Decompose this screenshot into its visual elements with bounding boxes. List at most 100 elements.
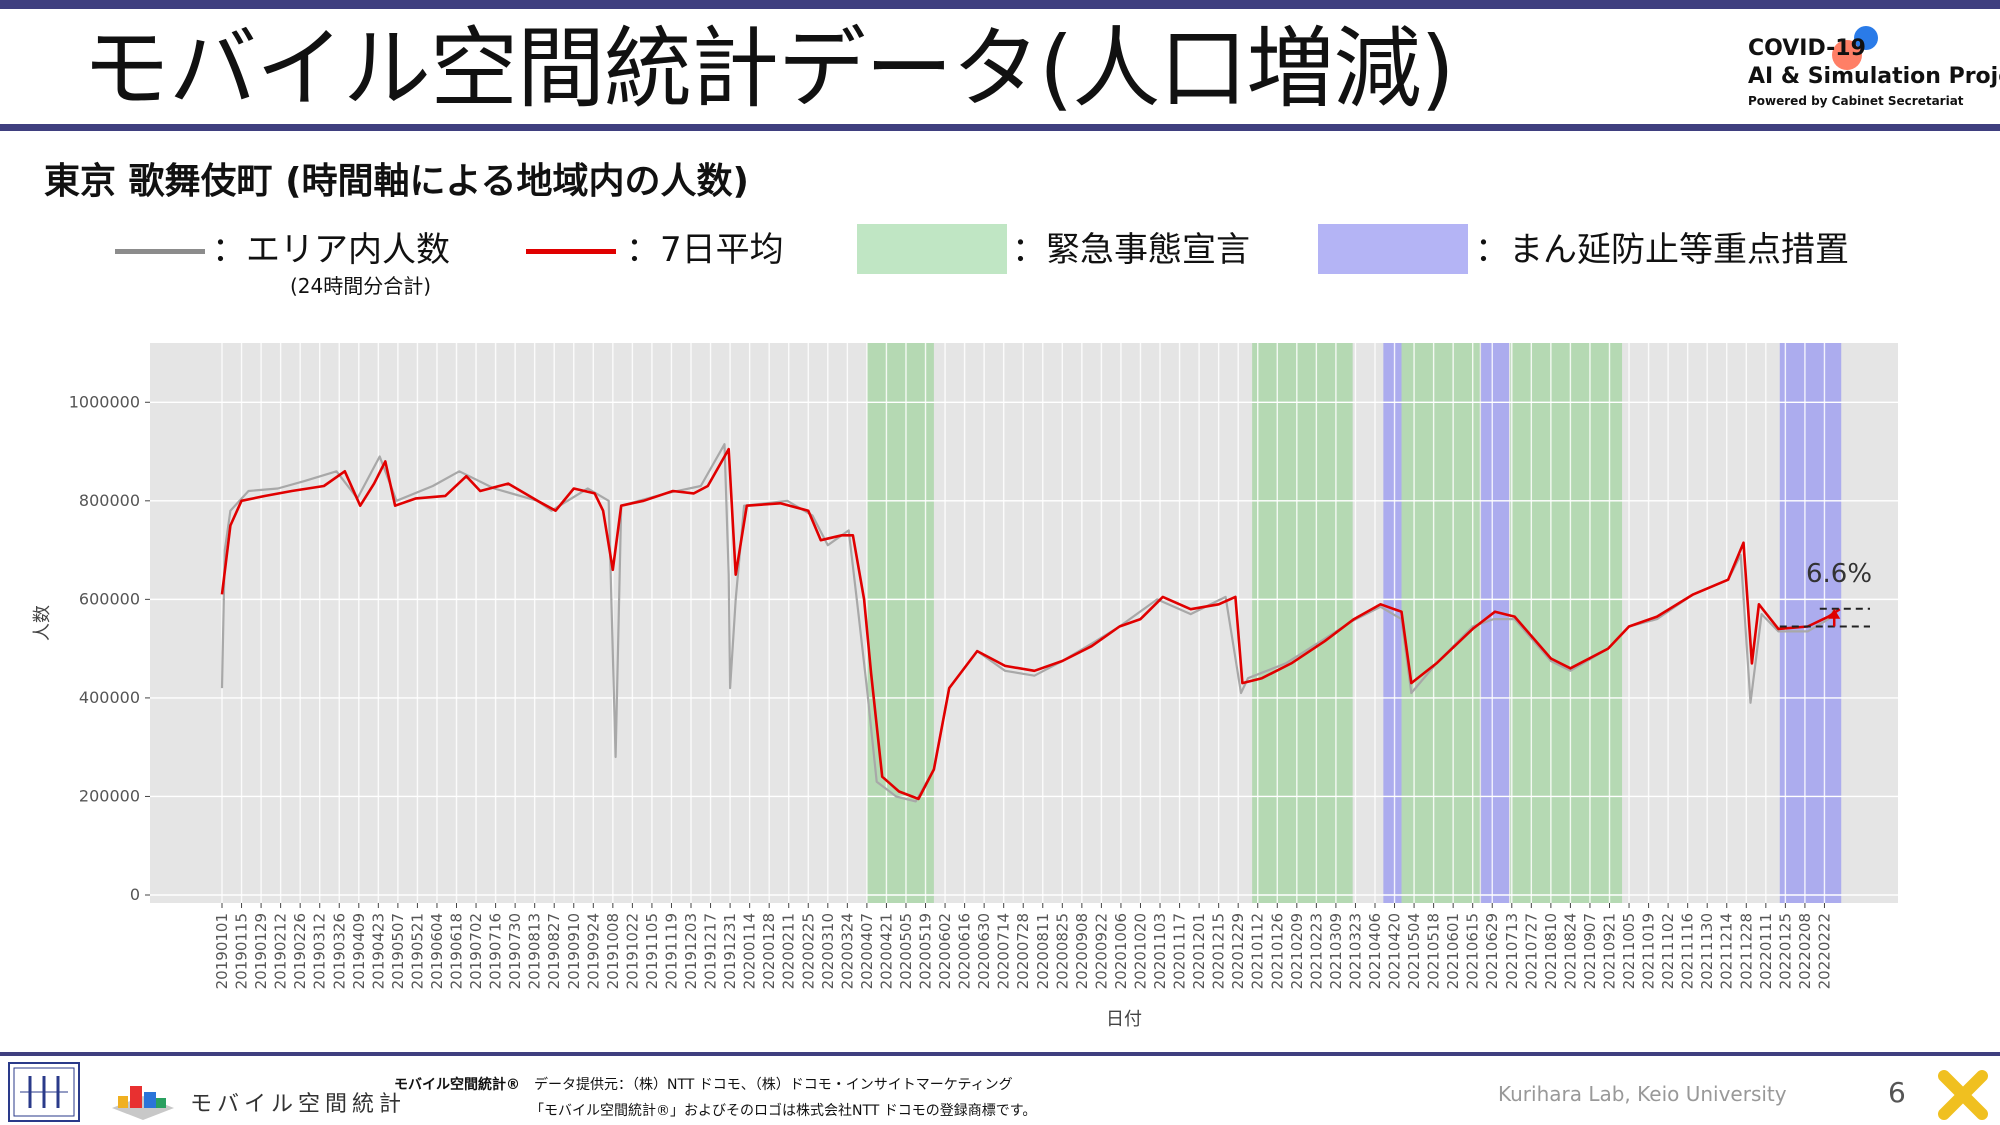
x-tick-label: 20191217	[702, 913, 720, 989]
x-tick-label: 20190702	[467, 913, 485, 989]
x-tick-label: 20210810	[1542, 913, 1560, 989]
x-tick-label: 20210629	[1483, 913, 1501, 989]
x-tick-label: 20190101	[213, 913, 231, 989]
legend-emergency-label: ：緊急事態宣言	[1012, 230, 1250, 270]
legend-daily-sublabel: (24時間分合計)	[290, 274, 432, 298]
x-tick-label: 20191105	[643, 913, 661, 989]
x-tick-label: 20210601	[1444, 913, 1462, 989]
footer-logo-text: モバイル空間統計	[190, 1092, 407, 1117]
x-tick-label: 20200310	[819, 913, 837, 989]
shaded-region-priority	[1779, 343, 1842, 903]
x-tick-label: 20210209	[1288, 913, 1306, 989]
x-tick-label: 20190312	[311, 913, 329, 989]
logo-blue-circle-icon	[1854, 26, 1878, 50]
x-tick-label: 20201215	[1210, 913, 1228, 989]
logo-line3: Powered by Cabinet Secretariat	[1748, 94, 1964, 108]
x-tick-label: 20200922	[1092, 913, 1110, 989]
x-tick-label: 20200602	[936, 913, 954, 989]
shaded-region-emergency	[1252, 343, 1353, 903]
chart-series	[220, 443, 1841, 803]
shaded-region-emergency	[1401, 343, 1480, 903]
y-tick-label: 600000	[79, 589, 140, 608]
page-title: モバイル空間統計データ(人口増減)	[82, 17, 1455, 120]
y-tick-label: 1000000	[69, 392, 140, 411]
x-tick-label: 20210518	[1425, 913, 1443, 989]
x-tick-label: 20191008	[604, 913, 622, 989]
x-tick-label: 20190409	[350, 913, 368, 989]
x-tick-label: 20211102	[1659, 913, 1677, 989]
legend-daily-label: ：エリア内人数	[212, 230, 450, 270]
x-tick-label: 20201103	[1151, 913, 1169, 989]
x-tick-label: 20190924	[584, 913, 602, 989]
x-tick-label: 20200616	[956, 913, 974, 989]
x-tick-label: 20200128	[760, 913, 778, 989]
x-tick-label: 20200211	[780, 913, 798, 989]
x-tick-label: 20190521	[408, 913, 426, 989]
mobile-spatial-stats-logo-icon	[112, 1086, 174, 1120]
x-tick-label: 20200825	[1053, 913, 1071, 989]
x-tick-label: 20190827	[545, 913, 563, 989]
x-tick-label: 20200421	[877, 913, 895, 989]
x-tick-label: 20200407	[858, 913, 876, 989]
footer-lab: Kurihara Lab, Keio University	[1498, 1082, 1787, 1106]
footer-provider: データ提供元：（株）NTT ドコモ、（株）ドコモ・インサイトマーケティング	[534, 1077, 1013, 1093]
x-tick-label: 20200714	[995, 913, 1013, 989]
legend-emergency-swatch	[857, 224, 1007, 274]
x-tick-label: 20200519	[917, 913, 935, 989]
x-tick-label: 20210921	[1600, 913, 1618, 989]
x-tick-label: 20201020	[1131, 913, 1149, 989]
legend-priority-label: ：まん延防止等重点措置	[1475, 230, 1849, 270]
x-tick-label: 20210824	[1561, 913, 1579, 989]
x-tick-label: 20220222	[1815, 913, 1833, 989]
x-tick-label: 20210406	[1366, 913, 1384, 989]
x-tick-label: 20191203	[682, 913, 700, 989]
shaded-region-emergency	[866, 343, 934, 903]
x-tick-label: 20211130	[1698, 913, 1716, 989]
x-tick-label: 20200630	[975, 913, 993, 989]
x-tick-label: 20210615	[1464, 913, 1482, 989]
x-tick-label: 20210713	[1503, 913, 1521, 989]
x-tick-label: 20220125	[1776, 913, 1794, 989]
x-tick-label: 20190115	[233, 913, 251, 989]
logo-line1: COVID-19	[1748, 36, 1866, 61]
y-tick-label: 400000	[79, 688, 140, 707]
chart-annotation: 6.6%	[1779, 559, 1872, 628]
x-tick-label: 20220208	[1796, 913, 1814, 989]
footer-bar	[0, 1052, 2000, 1056]
x-tick-label: 20190129	[252, 913, 270, 989]
x-tick-label: 20190226	[291, 913, 309, 989]
title-underline	[0, 124, 2000, 131]
y-tick-label: 200000	[79, 786, 140, 805]
x-tick-label: 20211116	[1679, 913, 1697, 989]
chart-gridlines	[150, 343, 1898, 903]
seven-day-average-line	[220, 447, 1841, 801]
x-tick-label: 20200324	[838, 913, 856, 989]
x-tick-label: 20211214	[1718, 913, 1736, 989]
x-tick-label: 20210420	[1386, 913, 1404, 989]
shaded-region-priority	[1383, 343, 1402, 903]
project-logo: COVID-19 AI & Simulation Project Powered…	[1748, 24, 2000, 114]
y-tick-label: 0	[130, 885, 140, 904]
x-tick-label: 20190326	[330, 913, 348, 989]
footer-trademark: 「モバイル空間統計®」およびそのロゴは株式会社NTT ドコモの登録商標です。	[530, 1103, 1037, 1119]
annotation-label: 6.6%	[1806, 559, 1872, 589]
x-tick-label: 20211019	[1640, 913, 1658, 989]
x-tick-label: 20210907	[1581, 913, 1599, 989]
x-tick-label: 20211005	[1620, 913, 1638, 989]
x-tick-label: 20201117	[1171, 913, 1189, 989]
x-tick-label: 20190212	[272, 913, 290, 989]
x-tick-label: 20200505	[897, 913, 915, 989]
x-tick-label: 20190507	[389, 913, 407, 989]
x-tick-label: 20210309	[1327, 913, 1345, 989]
x-tick-label: 20190813	[526, 913, 544, 989]
x-tick-label: 20190604	[428, 913, 446, 989]
x-tick-label: 20191022	[623, 913, 641, 989]
chart-axes: 20190101 20190115 20190129 20190212 20190226…	[32, 392, 1833, 1030]
x-tick-label: 20201201	[1190, 913, 1208, 989]
x-mark-logo-icon	[1938, 1070, 1988, 1120]
x-tick-label: 20200811	[1034, 913, 1052, 989]
x-tick-label: 20210504	[1405, 913, 1423, 989]
x-tick-label: 20210323	[1346, 913, 1364, 989]
x-tick-label: 20200728	[1014, 913, 1032, 989]
y-tick-label: 800000	[79, 491, 140, 510]
